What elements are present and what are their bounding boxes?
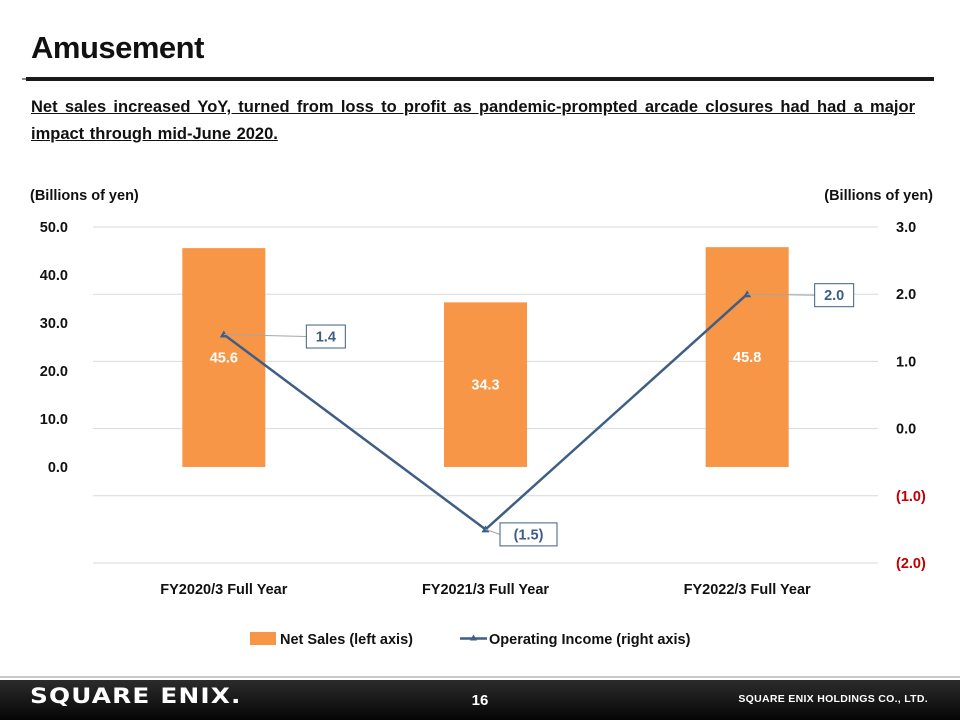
- legend: Net Sales (left axis) Operating Income (…: [250, 632, 691, 648]
- left-axis-tick-label: 40.0: [40, 268, 68, 284]
- left-axis-tick-label: 0.0: [48, 460, 68, 476]
- right-axis-ticks: 3.0 2.0 1.0 0.0 (1.0) (2.0): [896, 220, 926, 572]
- legend-label-operating-income: Operating Income (right axis): [489, 632, 691, 648]
- operating-income-marker: [219, 330, 228, 338]
- net-sales-bar: [182, 248, 266, 467]
- right-axis-tick-label: 1.0: [896, 354, 916, 370]
- left-axis-tick-label: 50.0: [40, 220, 68, 236]
- title-rule-accent: [22, 78, 28, 80]
- left-axis-tick-label: 30.0: [40, 316, 68, 332]
- operating-income-data-label: (1.5): [514, 527, 544, 543]
- footer-rule: [0, 676, 960, 678]
- title-divider: [26, 77, 934, 81]
- left-axis-tick-label: 10.0: [40, 412, 68, 428]
- right-axis-tick-label: 2.0: [896, 287, 916, 303]
- chart: (Billions of yen) (Billions of yen) 50.0…: [30, 188, 933, 648]
- operating-income-label-box: [499, 522, 558, 547]
- category-label: FY2020/3 Full Year: [160, 582, 287, 598]
- operating-income-leader-line: [485, 528, 501, 535]
- net-sales-data-label: 34.3: [471, 378, 499, 394]
- legend-marker-operating-income: [470, 634, 477, 641]
- net-sales-bars: [182, 247, 789, 467]
- operating-income-leader-line: [223, 334, 307, 338]
- net-sales-bar: [444, 302, 527, 467]
- company-name: SQUARE ENIX HOLDINGS CO., LTD.: [738, 693, 928, 705]
- page-number: 16: [471, 692, 489, 709]
- net-sales-data-label: 45.6: [210, 351, 238, 367]
- operating-income-label-box: [814, 283, 855, 308]
- brand-logo: SQUARE ENIX.: [30, 684, 242, 708]
- right-axis-tick-label: (2.0): [896, 556, 926, 572]
- net-sales-labels: 45.6 34.3 45.8: [210, 350, 762, 394]
- summary-text: Net sales increased YoY, turned from los…: [31, 98, 915, 143]
- left-axis-tick-label: 20.0: [40, 364, 68, 380]
- legend-swatch-net-sales: [250, 632, 276, 645]
- page-title: Amusement: [31, 30, 204, 65]
- legend-label-net-sales: Net Sales (left axis): [280, 632, 413, 648]
- footer-bar: [0, 680, 960, 720]
- operating-income-label-box: [305, 324, 346, 349]
- operating-income-marker: [743, 290, 752, 298]
- operating-income-data-label: 2.0: [824, 288, 844, 304]
- left-axis-label: (Billions of yen): [30, 188, 139, 204]
- right-axis-tick-label: 3.0: [896, 220, 916, 236]
- category-label: FY2021/3 Full Year: [422, 582, 549, 598]
- operating-income-labels: 1.4 (1.5) 2.0: [223, 283, 855, 547]
- net-sales-data-label: 45.8: [733, 350, 761, 366]
- operating-income-marker: [481, 525, 490, 533]
- right-axis-tick-label: (1.0): [896, 489, 926, 505]
- net-sales-bar: [705, 247, 789, 467]
- operating-income-leader-line: [747, 293, 815, 296]
- left-axis-ticks: 50.0 40.0 30.0 20.0 10.0 0.0: [40, 220, 68, 476]
- right-axis-tick-label: 0.0: [896, 422, 916, 438]
- category-label: FY2022/3 Full Year: [684, 582, 811, 598]
- right-axis-label: (Billions of yen): [824, 188, 933, 204]
- category-labels: FY2020/3 Full Year FY2021/3 Full Year FY20…: [160, 582, 811, 598]
- operating-income-data-label: 1.4: [316, 330, 336, 346]
